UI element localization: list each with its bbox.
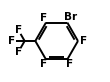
Text: F: F <box>15 47 22 57</box>
Text: F: F <box>40 13 47 23</box>
Text: F: F <box>40 59 47 69</box>
Text: F: F <box>8 36 16 46</box>
Text: Br: Br <box>64 11 77 21</box>
Text: F: F <box>80 36 87 46</box>
Text: F: F <box>15 25 22 35</box>
Text: F: F <box>66 59 73 69</box>
